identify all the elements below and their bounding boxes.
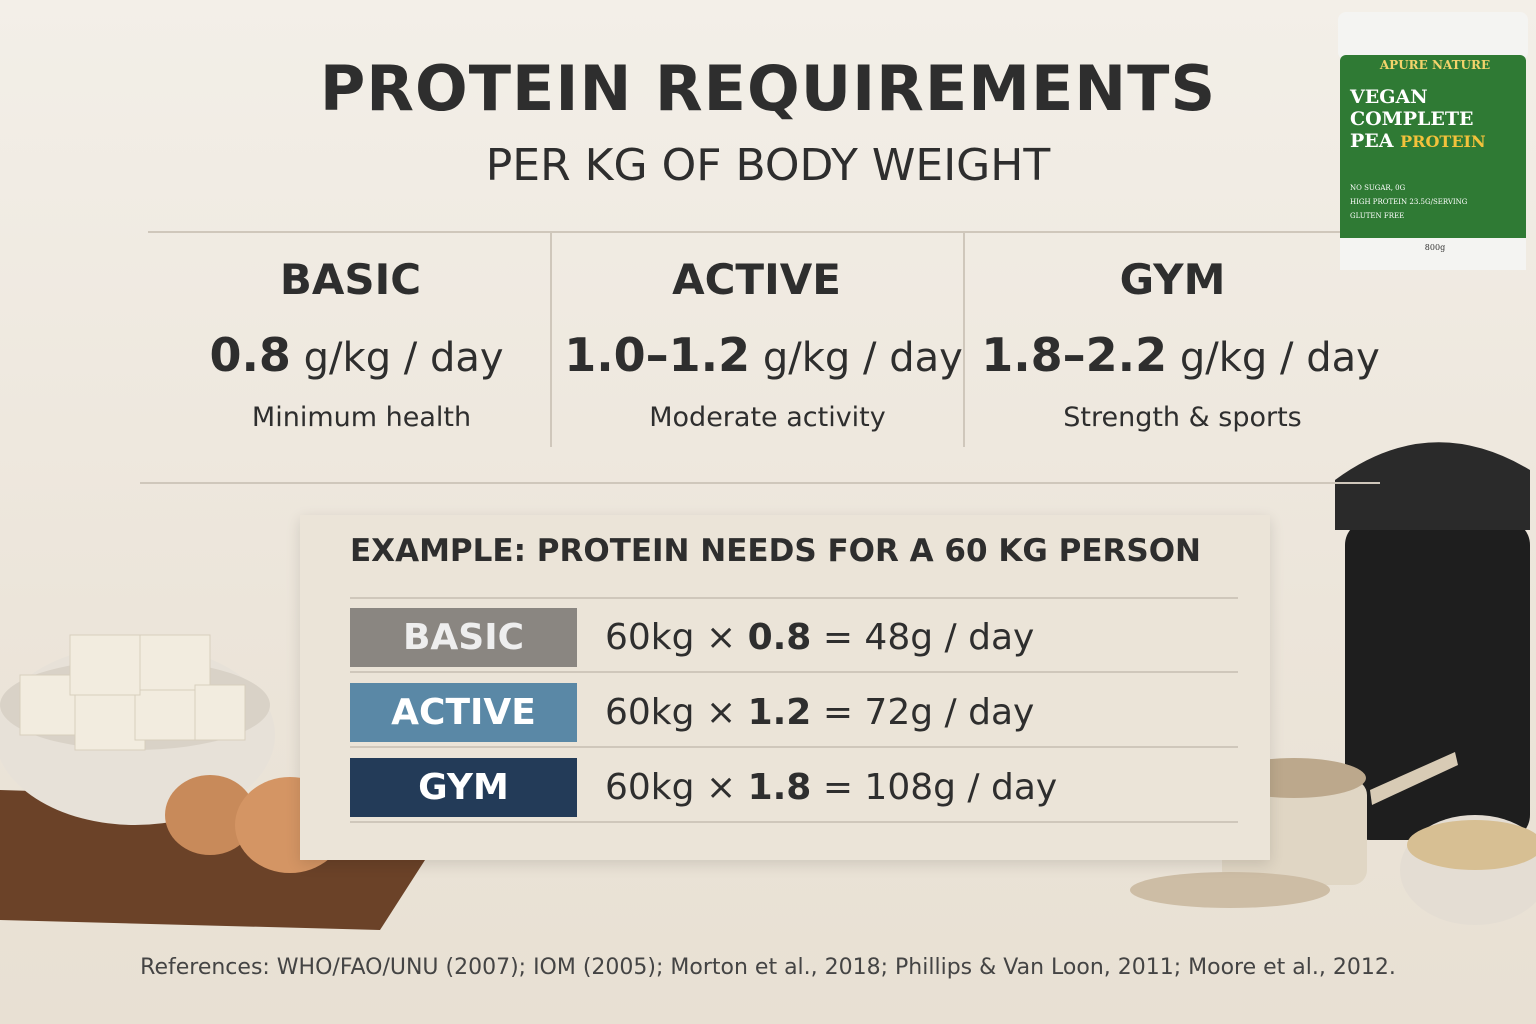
prefix: 60kg × xyxy=(605,617,737,658)
claim: NO SUGAR, 0G xyxy=(1350,184,1406,192)
title: PROTEIN REQUIREMENTS xyxy=(319,52,1217,125)
suffix: = 48g / day xyxy=(822,617,1035,658)
unit: g/kg / day xyxy=(762,335,963,381)
value: 1.0–1.2 xyxy=(564,328,751,382)
references: References: WHO/FAO/UNU (2007); IOM (200… xyxy=(140,955,1396,980)
subtitle: PER KG OF BODY WEIGHT xyxy=(485,140,1051,191)
column-divider xyxy=(963,232,965,447)
name-line: COMPLETE xyxy=(1350,108,1474,130)
factor: 1.2 xyxy=(747,692,812,733)
suffix: = 108g / day xyxy=(822,767,1058,808)
claims: NO SUGAR, 0G HIGH PROTEIN 23.5G/SERVING … xyxy=(1350,181,1520,223)
jar-label xyxy=(1340,55,1526,270)
row-calc: 60kg × 1.2 = 72g / day xyxy=(605,683,1034,742)
tofu xyxy=(19,634,246,751)
name-line: PEA xyxy=(1350,130,1394,152)
row-calc: 60kg × 0.8 = 48g / day xyxy=(605,608,1034,667)
egg xyxy=(165,775,255,855)
powder-pile xyxy=(1130,872,1330,908)
beans xyxy=(1407,820,1536,870)
row-label: ACTIVE xyxy=(350,683,577,742)
row-label: BASIC xyxy=(350,608,577,667)
product-name: VEGAN COMPLETE PEA PROTEIN xyxy=(1350,86,1520,153)
tier-note: Strength & sports xyxy=(1063,402,1302,433)
unit: g/kg / day xyxy=(1179,335,1380,381)
unit: g/kg / day xyxy=(303,335,504,381)
jar-bottom xyxy=(1340,238,1526,270)
row-label: GYM xyxy=(350,758,577,817)
row-rule xyxy=(350,671,1238,673)
tier-name: BASIC xyxy=(279,255,422,304)
tier-value: 1.8–2.2 g/kg / day xyxy=(974,328,1387,382)
weight: 800g xyxy=(1424,243,1446,252)
brand: APURE NATURE xyxy=(1379,58,1491,72)
row-rule xyxy=(350,597,1238,599)
name-line: PROTEIN xyxy=(1400,132,1486,151)
tier-name: ACTIVE xyxy=(672,255,841,304)
shaker-lid xyxy=(1335,442,1530,530)
suffix: = 72g / day xyxy=(822,692,1035,733)
prefix: 60kg × xyxy=(605,767,737,808)
jar-text: APURE NATURE VEGAN COMPLETE PEA PROTEIN … xyxy=(1350,58,1520,252)
prefix: 60kg × xyxy=(605,692,737,733)
name-line: VEGAN xyxy=(1350,86,1428,108)
row-rule xyxy=(350,746,1238,748)
factor: 1.8 xyxy=(747,767,812,808)
tier-value: 1.0–1.2 g/kg / day xyxy=(557,328,970,382)
value: 0.8 xyxy=(209,328,291,382)
example-title: EXAMPLE: PROTEIN NEEDS FOR A 60 KG PERSO… xyxy=(350,533,1202,569)
claim: HIGH PROTEIN 23.5G/SERVING xyxy=(1350,198,1468,206)
claim: GLUTEN FREE xyxy=(1350,212,1405,220)
scoop-handle xyxy=(1370,752,1458,805)
jar-lid xyxy=(1338,12,1528,60)
tier-name: GYM xyxy=(1119,255,1226,304)
value: 1.8–2.2 xyxy=(981,328,1168,382)
row-calc: 60kg × 1.8 = 108g / day xyxy=(605,758,1057,817)
shaker xyxy=(1345,520,1530,840)
factor: 0.8 xyxy=(747,617,812,658)
tier-note: Moderate activity xyxy=(649,402,886,433)
column-divider xyxy=(550,232,552,447)
row-rule xyxy=(350,821,1238,823)
tier-note: Minimum health xyxy=(251,402,472,433)
tier-value: 0.8 g/kg / day xyxy=(150,328,563,382)
